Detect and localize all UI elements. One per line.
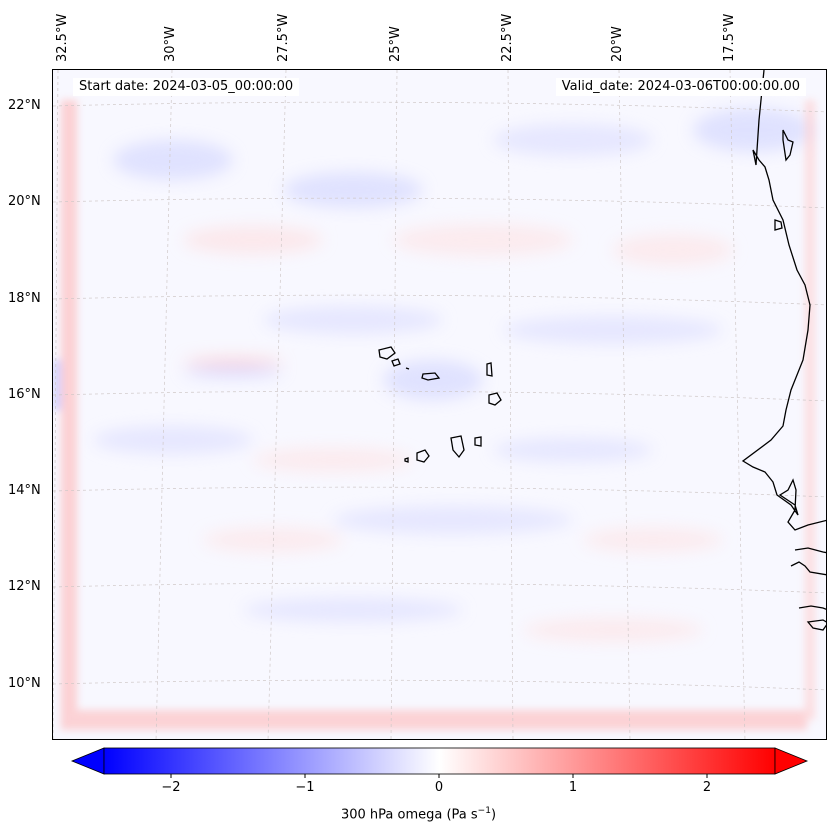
lat-label-20n: 20°N: [8, 194, 41, 209]
colorbar-tick-label: −1: [295, 780, 315, 795]
colorbar-extend-low: [70, 747, 105, 775]
valid-date-label: Valid_date: 2024-03-06T00:00:00.00: [555, 78, 806, 96]
lon-label-30w: 30°W: [163, 26, 178, 62]
omega-field-map: [53, 70, 826, 739]
lon-label-25w: 25°W: [388, 26, 403, 62]
lon-label-32-5w: 32.5°W: [55, 13, 70, 62]
colorbar-label: 300 hPa omega (Pa s−1): [0, 806, 837, 822]
lon-label-17-5w: 17.5°W: [722, 13, 737, 62]
lat-label-18n: 18°N: [8, 291, 41, 306]
colorbar-tick-label: 0: [434, 780, 444, 795]
colorbar-tick-label: −2: [161, 780, 181, 795]
colorbar-ticks: [170, 774, 708, 778]
lat-label-14n: 14°N: [8, 483, 41, 498]
colorbar: [70, 747, 809, 778]
colorbar-label-text: 300 hPa omega (Pa s: [340, 807, 478, 823]
lat-label-22n: 22°N: [8, 98, 41, 113]
lat-label-16n: 16°N: [8, 387, 41, 402]
lon-label-22-5w: 22.5°W: [500, 13, 515, 62]
boundary-band: [53, 100, 815, 730]
colorbar-label-sup: −1: [477, 806, 491, 816]
colorbar-tick-label: 1: [568, 780, 578, 795]
start-date-label: Start date: 2024-03-05_00:00:00: [73, 78, 300, 96]
map-panel: Start date: 2024-03-05_00:00:00 Valid_da…: [52, 69, 827, 740]
lon-label-27-5w: 27.5°W: [276, 13, 291, 62]
colorbar-gradient: [103, 747, 776, 775]
lat-label-10n: 10°N: [8, 676, 41, 691]
africa-coastline: [741, 70, 826, 631]
colorbar-extend-high: [774, 747, 809, 775]
colorbar-label-end: ): [490, 807, 497, 823]
lon-label-20w: 20°W: [610, 26, 625, 62]
lat-label-12n: 12°N: [8, 579, 41, 594]
colorbar-tick-label: 2: [702, 780, 712, 795]
cape-verde-islands: [378, 346, 502, 463]
field-patches: [93, 108, 813, 642]
graticule: [53, 70, 826, 739]
